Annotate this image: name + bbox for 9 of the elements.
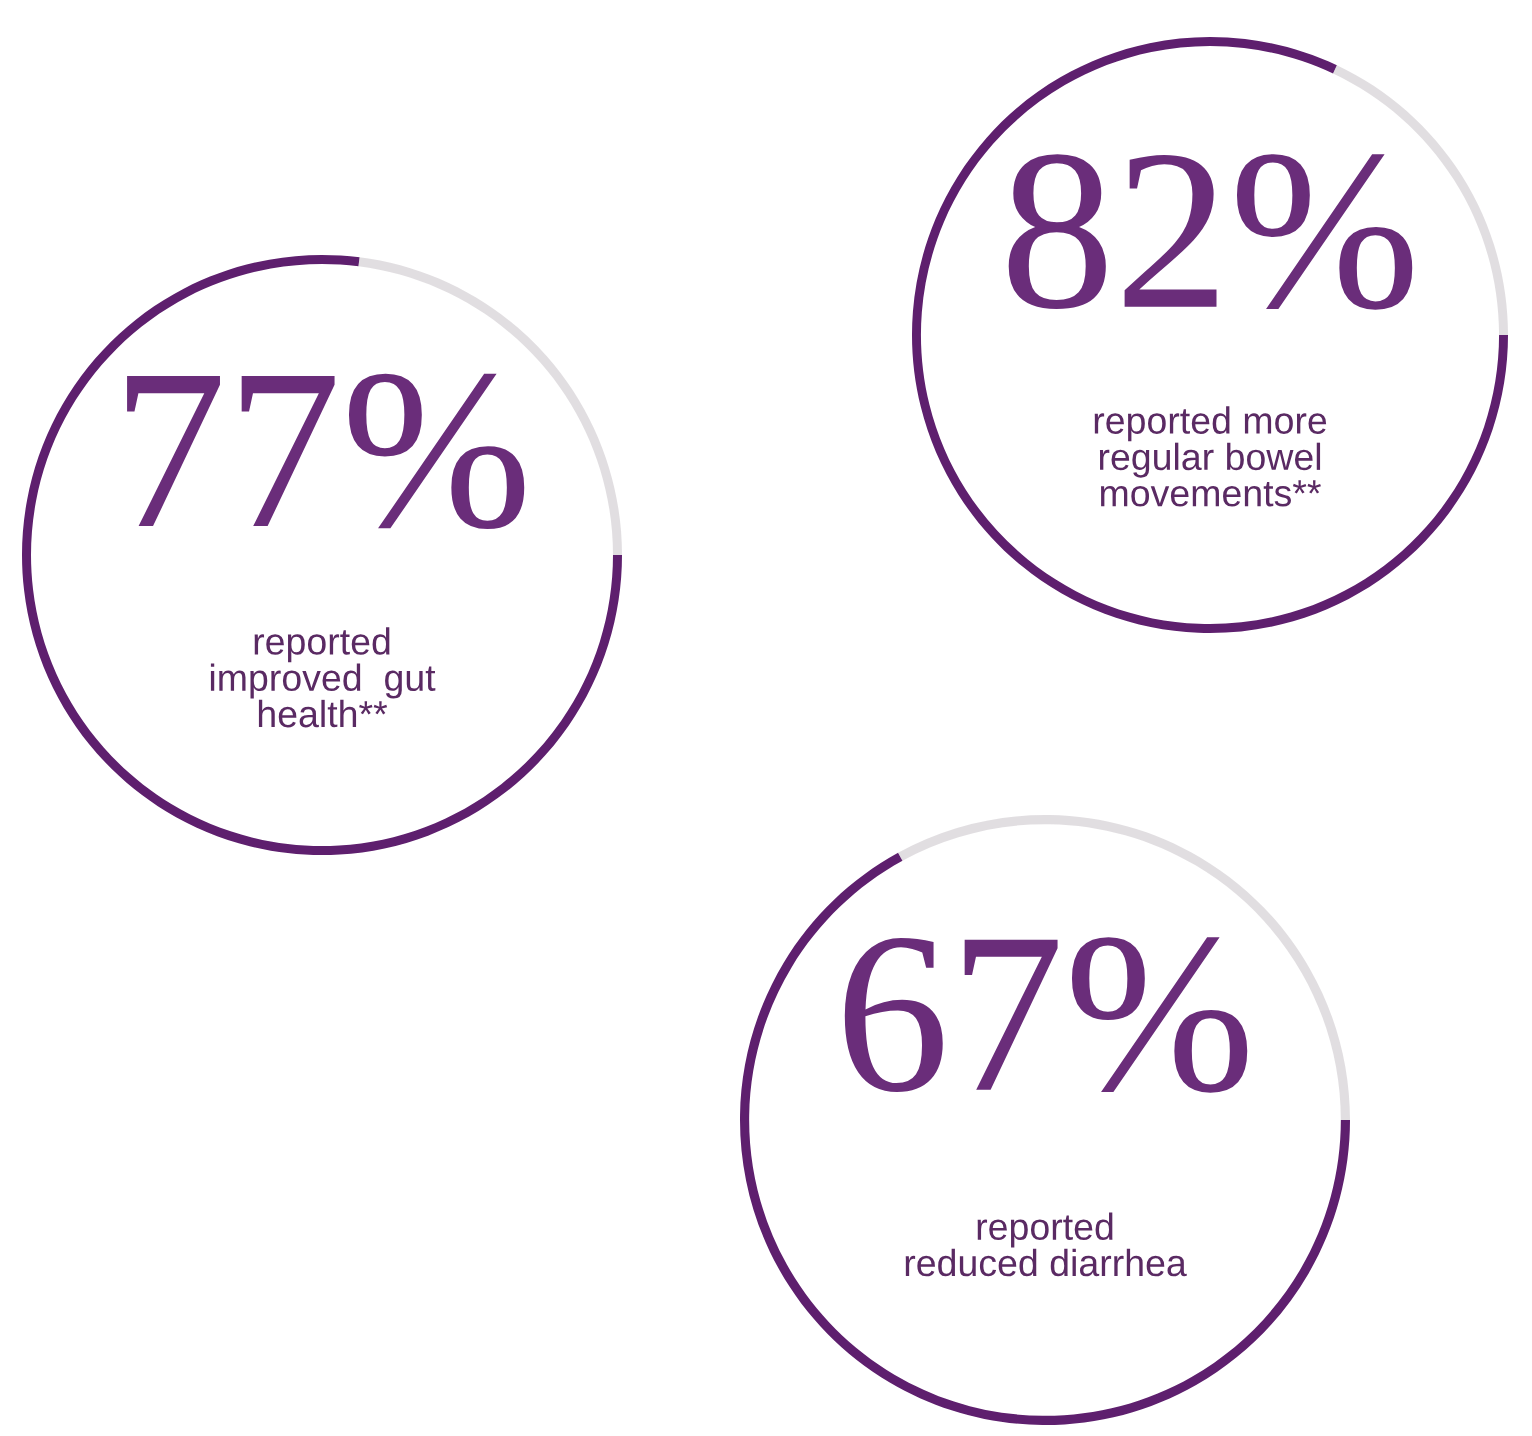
data-label: 67% (844, 937, 1248, 1093)
data-label: 82% (1008, 154, 1413, 310)
donut-slice (740, 852, 1350, 1425)
donut-slice (912, 37, 1508, 633)
text: reported improved gut health** (210, 627, 436, 728)
text: reported more regular bowel movements** (1094, 406, 1327, 507)
text: reported reduced diarrhea (905, 1212, 1187, 1277)
donut-slice (22, 255, 622, 855)
data-label: 77% (127, 373, 525, 530)
